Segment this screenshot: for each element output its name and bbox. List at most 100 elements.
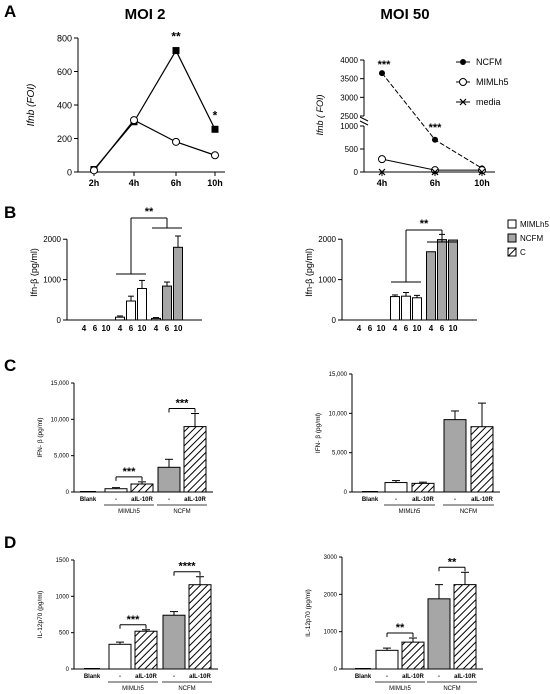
- bar: [426, 251, 436, 321]
- group-label: NCFM: [460, 509, 477, 515]
- x-tick-label: 10: [377, 324, 386, 333]
- bar: [412, 297, 422, 321]
- y-tick-label: 0: [67, 168, 72, 178]
- x-tick-label: -: [454, 497, 456, 503]
- panel-letter: C: [4, 356, 16, 375]
- y-tick-label: 1500: [56, 558, 70, 564]
- y-axis-label: IL-12p70 (pg/ml): [37, 591, 44, 639]
- significance-label: ***: [176, 398, 190, 410]
- x-tick-label: aIL-10R: [412, 497, 434, 503]
- group-label: MIMLh5: [389, 686, 411, 692]
- bar: [411, 482, 435, 493]
- x-tick-label: 4: [393, 324, 398, 333]
- column-title: MOI 50: [380, 6, 429, 23]
- x-tick-label: 10: [102, 324, 111, 333]
- y-tick-label: 2000: [324, 592, 338, 598]
- x-tick-label: 6h: [430, 178, 441, 188]
- series-line: [93, 49, 216, 170]
- significance-label: **: [171, 30, 181, 44]
- x-tick-label: 2h: [89, 178, 100, 188]
- panel-letter: B: [4, 203, 16, 222]
- y-tick-label: 3000: [340, 93, 358, 102]
- y-tick-label: 0: [66, 667, 70, 673]
- axis-break: [359, 116, 369, 122]
- y-tick-label: 400: [57, 101, 72, 111]
- panel-letter: A: [4, 2, 16, 21]
- bar: [401, 641, 425, 670]
- x-tick-label: 6: [129, 324, 134, 333]
- legend-swatch: [507, 247, 517, 257]
- y-axis-label: IFN- β (pg/ml): [37, 417, 44, 457]
- x-tick-label: 4: [429, 324, 434, 333]
- significance-label: ***: [378, 59, 392, 71]
- y-tick-label: 200: [57, 134, 72, 144]
- data-point: [90, 166, 98, 175]
- x-tick-label: 10: [413, 324, 422, 333]
- y-tick-label: 1000: [43, 276, 61, 285]
- legend-label: NCFM: [520, 234, 543, 243]
- data-point: [211, 125, 219, 133]
- y-axis-label: Ifnb (FOI): [26, 84, 37, 127]
- x-tick-label: aIL-10R: [135, 674, 157, 680]
- y-tick-label: 3000: [324, 555, 338, 561]
- significance-label: **: [448, 556, 457, 568]
- significance-label: **: [145, 206, 154, 218]
- y-tick-label: 3500: [340, 75, 358, 84]
- y-tick-label: 1000: [56, 594, 70, 600]
- y-tick-label: 500: [59, 631, 70, 637]
- data-point: [459, 78, 467, 86]
- bar: [427, 598, 451, 670]
- x-tick-label: Blank: [80, 497, 97, 503]
- x-tick-label: aIL-10R: [189, 674, 211, 680]
- x-tick-label: 10h: [474, 178, 490, 188]
- x-tick-label: aIL-10R: [131, 497, 153, 503]
- x-tick-label: 10h: [207, 178, 223, 188]
- legend-swatch: [507, 219, 517, 229]
- legend-swatch: [507, 233, 517, 243]
- x-tick-label: 6: [440, 324, 445, 333]
- bar: [137, 288, 147, 321]
- significance-label: ***: [429, 122, 443, 134]
- x-tick-label: Blank: [362, 497, 379, 503]
- bar: [470, 426, 494, 493]
- y-axis-label: Ifn-β (pg/ml): [29, 248, 39, 297]
- x-tick-label: 10: [174, 324, 183, 333]
- data-point: [478, 168, 486, 176]
- y-tick-label: 0: [344, 490, 348, 496]
- x-tick-label: aIL-10R: [471, 497, 493, 503]
- series-line: [93, 119, 216, 171]
- bar: [375, 649, 399, 670]
- x-tick-label: 6: [93, 324, 98, 333]
- data-point: [211, 151, 219, 160]
- bar: [390, 296, 400, 321]
- data-point: [460, 59, 466, 65]
- bar: [126, 300, 136, 321]
- x-tick-label: -: [386, 674, 388, 680]
- significance-label: ****: [178, 561, 196, 573]
- bar: [384, 482, 408, 493]
- y-tick-label: 800: [57, 34, 72, 44]
- group-label: MIMLh5: [118, 509, 140, 515]
- y-tick-label: 0: [334, 667, 338, 673]
- x-tick-label: -: [173, 674, 175, 680]
- group-label: NCFM: [178, 686, 195, 692]
- x-tick-label: -: [115, 497, 117, 503]
- bar: [130, 483, 154, 493]
- data-point: [378, 168, 386, 176]
- y-tick-label: 2500: [340, 112, 358, 121]
- x-tick-label: 6: [165, 324, 170, 333]
- y-axis-label: IFN- β (pg/ml): [315, 413, 322, 453]
- y-axis-label: IL-12p70 (pg/ml): [305, 589, 312, 637]
- legend-label: MIMLh5: [520, 220, 549, 229]
- y-tick-label: 15,000: [51, 381, 70, 387]
- bar: [173, 246, 183, 321]
- x-tick-label: -: [119, 674, 121, 680]
- legend-label: MIMLh5: [476, 77, 509, 87]
- y-tick-label: 4000: [340, 56, 358, 65]
- y-tick-label: 600: [57, 67, 72, 77]
- x-tick-label: 10: [138, 324, 147, 333]
- bar: [104, 488, 128, 493]
- axis-break: [359, 120, 369, 126]
- bar: [108, 643, 132, 670]
- bar: [183, 426, 207, 493]
